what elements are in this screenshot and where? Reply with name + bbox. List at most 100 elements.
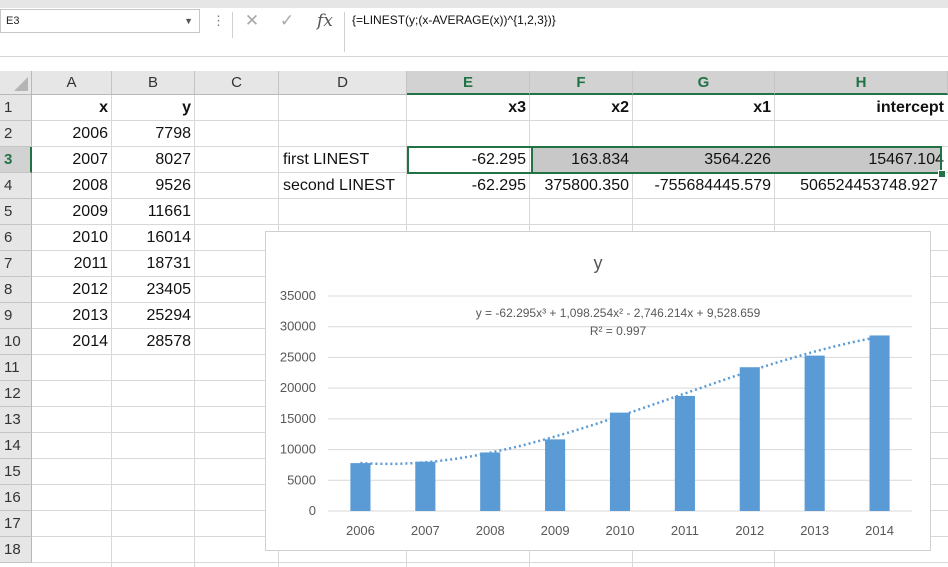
column-header-d[interactable]: D: [279, 71, 407, 95]
row-header-18[interactable]: 18: [0, 537, 32, 563]
row-header-5[interactable]: 5: [0, 199, 32, 225]
cell-b2[interactable]: 7798: [155, 125, 191, 142]
row-header-11[interactable]: 11: [0, 355, 32, 381]
cell-b9[interactable]: 25294: [146, 307, 192, 324]
bar-2008: [480, 452, 501, 511]
row-header-6[interactable]: 6: [0, 225, 32, 251]
column-header-e[interactable]: E: [407, 71, 530, 95]
bar-2010: [609, 412, 631, 511]
x-tick-label: 2008: [476, 523, 505, 538]
row-header-2[interactable]: 2: [0, 121, 32, 147]
cell-a10[interactable]: 2014: [72, 333, 108, 350]
select-all-corner[interactable]: [0, 71, 32, 95]
cell-h4[interactable]: 506524453748.927: [800, 177, 938, 194]
cell-a9[interactable]: 2013: [72, 307, 108, 324]
row-header-7[interactable]: 7: [0, 251, 32, 277]
ribbon-edge: [0, 0, 948, 8]
cell-a8[interactable]: 2012: [72, 281, 108, 298]
column-header-a[interactable]: A: [32, 71, 112, 95]
cell-b8[interactable]: 23405: [146, 281, 192, 298]
row-header-16[interactable]: 16: [0, 485, 32, 511]
gridline: [194, 95, 195, 567]
gridline: [32, 224, 948, 225]
bar-2007: [415, 461, 436, 511]
active-cell-border: [407, 146, 533, 174]
cell-g1[interactable]: x1: [753, 99, 771, 116]
row-header-3[interactable]: 3: [0, 147, 32, 173]
chart[interactable]: y 0 5000 10000 15000 20000 25000 30000 35000 2006…: [265, 231, 931, 551]
gridline: [111, 95, 112, 567]
name-box[interactable]: E3 ▼: [0, 9, 200, 33]
bar-2009: [545, 439, 566, 511]
x-tick-label: 2011: [671, 523, 699, 538]
row-header-10[interactable]: 10: [0, 329, 32, 355]
cell-h1[interactable]: intercept: [876, 99, 944, 116]
x-tick-label: 2006: [346, 523, 375, 538]
divider: [232, 12, 233, 38]
trendline-equation: y = -62.295x³ + 1,098.254x² - 2,746.214x…: [476, 306, 761, 320]
cell-d3[interactable]: first LINEST: [283, 151, 370, 168]
cell-b3[interactable]: 8027: [155, 151, 191, 168]
cell-b4[interactable]: 9526: [155, 177, 191, 194]
cell-d4[interactable]: second LINEST: [283, 177, 396, 194]
y-tick-label: 0: [309, 503, 316, 518]
cell-e3[interactable]: -62.295: [471, 151, 526, 168]
fill-handle[interactable]: [938, 170, 946, 178]
row-header-12[interactable]: 12: [0, 381, 32, 407]
more-options-icon[interactable]: ⋮: [212, 13, 225, 28]
cell-a3[interactable]: 2007: [72, 151, 108, 168]
column-header-h[interactable]: H: [775, 71, 948, 95]
row-header-9[interactable]: 9: [0, 303, 32, 329]
cell-b1[interactable]: y: [182, 99, 191, 116]
name-box-value: E3: [6, 15, 20, 27]
column-header-g[interactable]: G: [633, 71, 775, 95]
row-header-13[interactable]: 13: [0, 407, 32, 433]
cell-h3[interactable]: 15467.104: [868, 151, 944, 168]
cell-b5[interactable]: 11661: [147, 203, 191, 220]
insert-function-icon[interactable]: fx: [317, 11, 333, 31]
x-tick-label: 2012: [735, 523, 764, 538]
cell-e1[interactable]: x3: [508, 99, 526, 116]
bar-2012: [739, 367, 760, 511]
column-header-f[interactable]: F: [530, 71, 633, 95]
bar-2006: [350, 463, 371, 511]
y-tick-label: 35000: [280, 288, 316, 303]
y-tick-label: 30000: [280, 319, 316, 334]
cell-b6[interactable]: 16014: [146, 229, 192, 246]
cell-f4[interactable]: 375800.350: [544, 177, 629, 194]
bar-2011: [674, 395, 695, 511]
cell-a6[interactable]: 2010: [72, 229, 108, 246]
cell-a1[interactable]: x: [99, 99, 108, 116]
trendline: [360, 335, 880, 466]
cell-g3[interactable]: 3564.226: [704, 151, 771, 168]
gridline: [32, 198, 948, 199]
cell-a2[interactable]: 2006: [72, 125, 108, 142]
y-tick-label: 10000: [280, 442, 316, 457]
formula-input[interactable]: {=LINEST(y;(x-AVERAGE(x))^{1,2,3})}: [352, 13, 556, 27]
column-header-c[interactable]: C: [195, 71, 279, 95]
cancel-icon[interactable]: ✕: [244, 11, 260, 30]
chevron-down-icon[interactable]: ▼: [184, 16, 193, 26]
cell-f1[interactable]: x2: [611, 99, 629, 116]
cell-g4[interactable]: -755684445.579: [654, 177, 771, 194]
row-header-4[interactable]: 4: [0, 173, 32, 199]
cell-a7[interactable]: 2011: [73, 255, 108, 272]
x-tick-label: 2009: [541, 523, 570, 538]
check-icon[interactable]: ✓: [279, 11, 295, 30]
row-header-15[interactable]: 15: [0, 459, 32, 485]
cell-a4[interactable]: 2008: [72, 177, 108, 194]
x-tick-label: 2013: [800, 523, 829, 538]
row-header-1[interactable]: 1: [0, 95, 32, 121]
x-tick-label: 2007: [411, 523, 440, 538]
cell-b10[interactable]: 28578: [146, 333, 192, 350]
cell-f3[interactable]: 163.834: [571, 151, 629, 168]
chart-svg: y 0 5000 10000 15000 20000 25000 30000 35000 2006…: [280, 253, 912, 538]
cell-e4[interactable]: -62.295: [471, 177, 526, 194]
cell-a5[interactable]: 2009: [72, 203, 108, 220]
row-header-14[interactable]: 14: [0, 433, 32, 459]
row-header-8[interactable]: 8: [0, 277, 32, 303]
cell-b7[interactable]: 18731: [146, 255, 192, 272]
column-header-b[interactable]: B: [112, 71, 195, 95]
row-header-17[interactable]: 17: [0, 511, 32, 537]
y-tick-label: 5000: [287, 472, 316, 487]
